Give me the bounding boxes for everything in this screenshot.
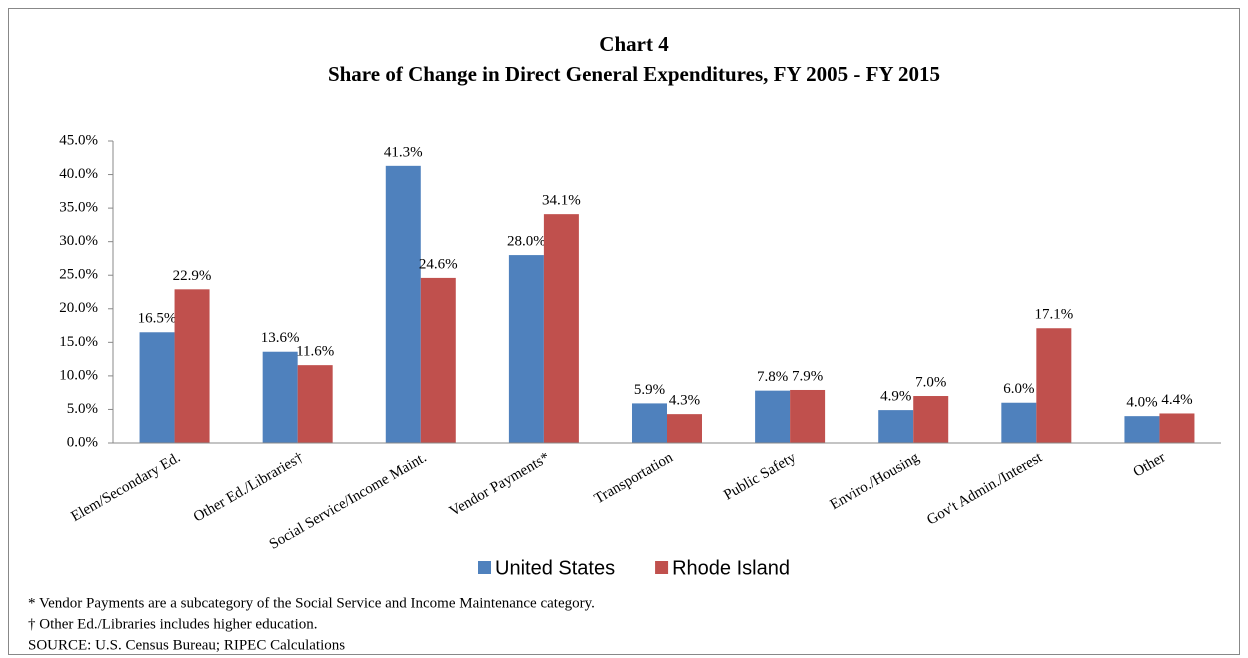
- bar: [755, 390, 791, 443]
- bar: [1159, 413, 1195, 443]
- value-label: 4.3%: [669, 393, 700, 409]
- y-tick-label: 45.0%: [59, 132, 98, 148]
- x-tick-label: Public Safety: [721, 449, 799, 503]
- value-label: 4.9%: [880, 389, 911, 405]
- bar: [420, 277, 456, 443]
- value-label: 34.1%: [542, 193, 581, 209]
- chart-subtitle: Share of Change in Direct General Expend…: [328, 62, 940, 86]
- chart-title: Chart 4: [599, 32, 669, 56]
- value-label: 17.1%: [1034, 307, 1073, 323]
- value-label: 41.3%: [384, 144, 423, 160]
- bar: [543, 214, 579, 443]
- bar: [508, 255, 544, 443]
- value-label: 4.4%: [1161, 392, 1192, 408]
- x-tick-label: Elem/Secondary Ed.: [68, 450, 183, 526]
- value-label: 4.0%: [1126, 395, 1157, 411]
- bar: [1001, 402, 1037, 443]
- x-tick-label: Gov't Admin./Interest: [924, 449, 1045, 528]
- bar: [913, 396, 949, 443]
- bar: [878, 410, 914, 443]
- x-tick-label: Enviro./Housing: [828, 449, 923, 513]
- bar: [385, 165, 421, 443]
- legend-swatch: [478, 561, 491, 574]
- y-tick-label: 30.0%: [59, 233, 98, 249]
- y-tick-label: 15.0%: [59, 334, 98, 350]
- value-label: 7.9%: [792, 368, 823, 384]
- footnote: † Other Ed./Libraries includes higher ed…: [28, 616, 318, 632]
- x-tick-label: Other: [1131, 450, 1169, 481]
- y-tick-label: 40.0%: [59, 166, 98, 182]
- value-label: 5.9%: [634, 382, 665, 398]
- value-label: 22.9%: [173, 268, 212, 284]
- x-tick-label: Vendor Payments*: [447, 450, 553, 520]
- legend-label: Rhode Island: [672, 557, 790, 579]
- value-label: 16.5%: [138, 311, 177, 327]
- bar: [1124, 416, 1160, 443]
- value-label: 24.6%: [419, 256, 458, 272]
- x-tick-label: Transportation: [592, 449, 676, 507]
- value-label: 6.0%: [1003, 381, 1034, 397]
- y-tick-label: 5.0%: [67, 401, 98, 417]
- legend-label: United States: [495, 557, 615, 579]
- y-tick-label: 0.0%: [67, 434, 98, 450]
- bar: [297, 365, 333, 443]
- chart-border: [8, 8, 1240, 655]
- y-tick-label: 25.0%: [59, 267, 98, 283]
- y-tick-label: 10.0%: [59, 367, 98, 383]
- bar: [667, 414, 702, 443]
- value-label: 7.8%: [757, 369, 788, 385]
- bar: [632, 403, 667, 443]
- value-label: 13.6%: [261, 330, 300, 346]
- legend-swatch: [655, 561, 669, 574]
- y-tick-label: 35.0%: [59, 200, 98, 216]
- bar: [139, 332, 175, 443]
- bar: [1036, 328, 1072, 443]
- bar: [174, 289, 210, 443]
- value-label: 7.0%: [915, 374, 946, 390]
- footnote: * Vendor Payments are a subcategory of t…: [28, 595, 595, 611]
- bar: [262, 351, 298, 443]
- x-tick-label: Other Ed./Libraries†: [191, 449, 307, 525]
- y-tick-label: 20.0%: [59, 300, 98, 316]
- value-label: 28.0%: [507, 234, 546, 250]
- footnote: SOURCE: U.S. Census Bureau; RIPEC Calcul…: [28, 637, 345, 653]
- bar: [790, 389, 826, 443]
- value-label: 11.6%: [296, 344, 334, 360]
